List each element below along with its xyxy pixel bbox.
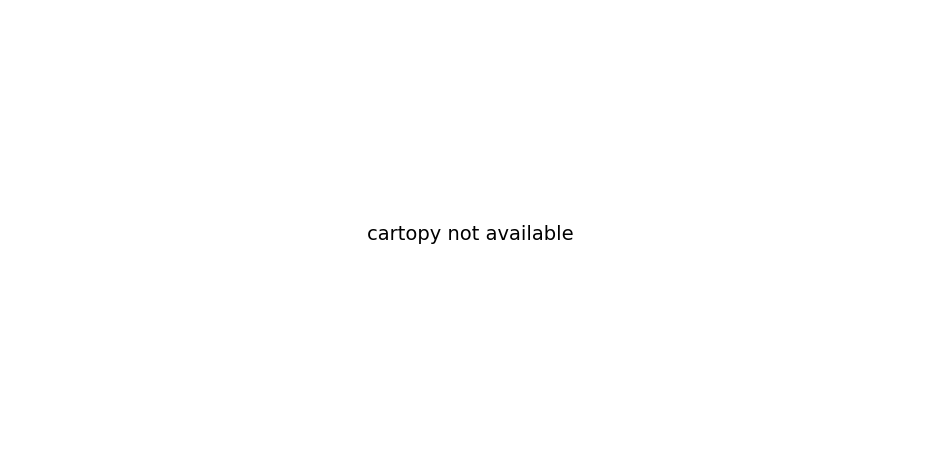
Text: cartopy not available: cartopy not available xyxy=(367,225,573,244)
